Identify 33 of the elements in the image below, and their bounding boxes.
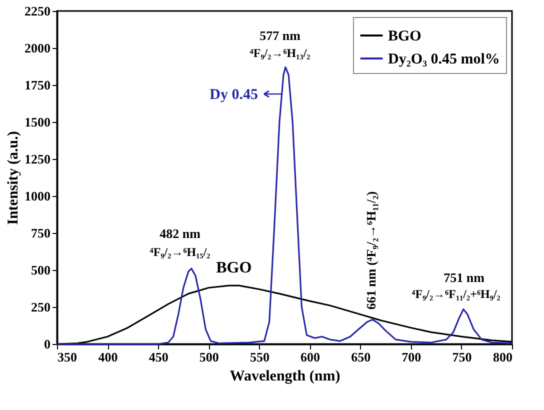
annotation: ⁴F₉/₂→⁶F₁₁/₂+⁶H₉/₂ — [412, 287, 501, 301]
y-axis-title: Intensity (a.u.) — [6, 131, 22, 225]
annotation: 661 nm (⁴F₉/₂→⁶H₁₁/₂) — [363, 191, 378, 310]
x-tick-label: 600 — [300, 350, 320, 364]
legend-label: Dy₂O₃ 0.45 mol% — [388, 52, 500, 68]
y-tick-label: 1500 — [24, 114, 50, 130]
y-tick-label: 500 — [31, 262, 50, 278]
x-tick-label: 400 — [98, 350, 118, 364]
x-tick-label: 800 — [493, 350, 512, 364]
x-tick-label: 350 — [58, 350, 77, 364]
x-tick-label: 550 — [250, 350, 270, 364]
y-tick-label: 2000 — [24, 40, 50, 56]
y-tick-label: 1750 — [24, 78, 50, 92]
y-tick-label: 0 — [44, 336, 50, 352]
y-tick-label: 2250 — [24, 4, 50, 18]
annotation: 577 nm — [260, 28, 301, 43]
annotation: ⁴F₉/₂→⁶H₁₃/₂ — [250, 46, 311, 60]
x-tick-label: 500 — [199, 350, 219, 364]
x-tick-label: 700 — [402, 350, 422, 364]
annotation: BGO — [216, 260, 252, 277]
y-tick-label: 750 — [31, 226, 50, 240]
annotation: ⁴F₉/₂→⁶H₁₅/₂ — [150, 245, 211, 259]
x-axis-title: Wavelength (nm) — [230, 368, 340, 384]
y-tick-label: 1000 — [24, 188, 50, 204]
legend-label: BGO — [388, 28, 422, 44]
annotation: 482 nm — [160, 226, 201, 241]
x-tick-label: 650 — [351, 350, 371, 364]
x-tick-label: 750 — [452, 350, 472, 364]
y-tick-label: 250 — [31, 300, 50, 314]
annotation: 751 nm — [444, 270, 485, 285]
x-tick-label: 450 — [148, 350, 168, 364]
annotation: Dy 0.45 — [210, 87, 258, 103]
y-tick-label: 1250 — [24, 152, 50, 166]
